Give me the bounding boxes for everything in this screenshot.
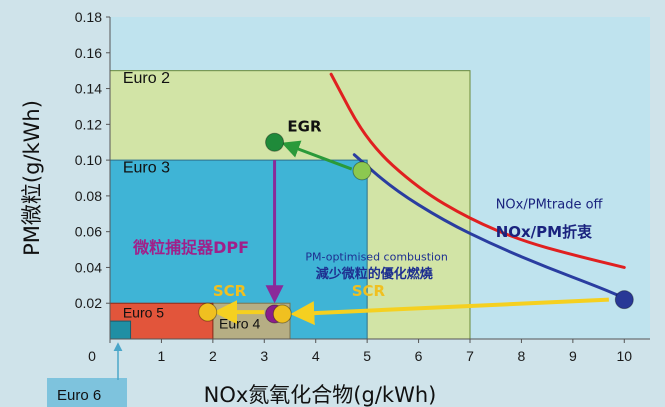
- euro6-label: Euro 6: [57, 387, 101, 404]
- x-tick-label: 2: [209, 348, 217, 364]
- y-tick-label: 0.02: [75, 295, 102, 311]
- region-label-euro-2: Euro 2: [123, 70, 170, 87]
- annotations-layer: EGR 微粒捕捉器DPF PM-optimised combustion 減少微粒的優…: [132, 117, 603, 300]
- annotation-6: NOx/PMtrade off: [496, 197, 604, 212]
- y-tick-label: 0.04: [75, 259, 102, 275]
- x-tick-label: 3: [260, 348, 268, 364]
- point-high-nox: [614, 290, 634, 310]
- y-axis-label: PM微粒(g/kWh): [20, 100, 44, 256]
- regions-layer: Euro 2 Euro 3 Euro 4 Euro 5: [109, 70, 471, 340]
- point-egr: [265, 132, 285, 152]
- region-label-euro-4: Euro 4: [219, 315, 260, 331]
- scr-arrow-long: [290, 297, 609, 326]
- y-tick-label: 0.12: [75, 116, 102, 132]
- x-tick-label: 8: [518, 348, 526, 364]
- y-tick-label: 0.08: [75, 188, 102, 204]
- annotation-2: PM-optimised combustion: [305, 250, 447, 263]
- x-tick-label: 0: [88, 348, 96, 364]
- x-tick-label: 10: [616, 348, 632, 364]
- x-tick-label: 6: [415, 348, 423, 364]
- point-euro2-start: [352, 161, 372, 181]
- y-tick-label: 0.18: [75, 9, 102, 25]
- annotation-1: 微粒捕捉器DPF: [132, 238, 249, 257]
- tradeoff-curve-red: [329, 72, 626, 269]
- x-tick-label: 4: [312, 348, 320, 364]
- x-tick-label: 1: [158, 348, 166, 364]
- y-tick-label: 0.14: [75, 81, 102, 97]
- y-tick-label: 0.16: [75, 45, 102, 61]
- x-tick-label: 5: [363, 348, 371, 364]
- tradeoff-curve-blue: [352, 153, 626, 300]
- x-tick-label: 9: [569, 348, 577, 364]
- y-tick-label: 0.06: [75, 224, 102, 240]
- egr-arrow: [281, 140, 353, 171]
- x-axis-label: NOx氮氧化合物(g/kWh): [204, 383, 437, 407]
- y-tick-label: 0.10: [75, 152, 102, 168]
- region-label-euro-3: Euro 3: [123, 160, 170, 177]
- arrows-layer: [213, 140, 609, 326]
- point-scr-right: [272, 304, 292, 324]
- annotation-5: SCR: [352, 282, 386, 300]
- x-tick-label: 7: [466, 348, 474, 364]
- point-scr-left: [198, 302, 218, 322]
- euro6-callout-box: [47, 378, 127, 407]
- annotation-0: EGR: [287, 117, 322, 135]
- annotation-3: 減少微粒的優化燃燒: [316, 266, 433, 282]
- region-euro-6: [109, 320, 132, 340]
- curves-layer: [329, 72, 626, 300]
- points-layer: [198, 132, 634, 324]
- axes-layer: 0 1 2 3 4 5 6 7 8 9 10 0.02 0.04 0.06 0.08 0.10 0.12 0.14…: [75, 9, 650, 364]
- annotation-4: SCR: [213, 282, 247, 300]
- region-label-euro-5: Euro 5: [123, 305, 164, 321]
- annotation-7: NOx/PM折衷: [496, 223, 592, 241]
